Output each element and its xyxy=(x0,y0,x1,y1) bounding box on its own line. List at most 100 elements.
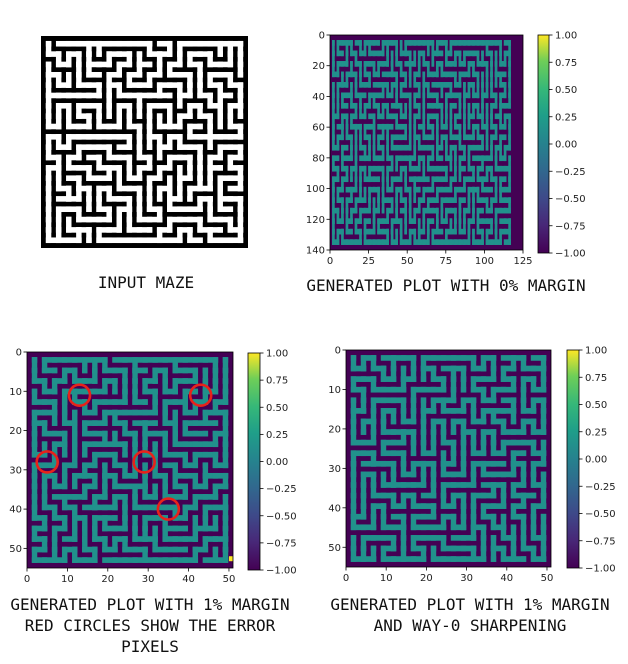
corridor-cell xyxy=(422,186,426,204)
corridor-cell xyxy=(45,175,52,192)
corridor-cell xyxy=(499,218,507,224)
corridor-cell xyxy=(381,155,385,162)
corridor-cell xyxy=(72,420,78,437)
corridor-cell xyxy=(408,165,417,172)
input-maze-image xyxy=(41,36,248,248)
corridor-cell xyxy=(132,472,138,479)
corridor-cell xyxy=(336,81,340,99)
corridor-cell xyxy=(499,71,502,88)
corridor-cell xyxy=(222,525,229,542)
corridor-cell xyxy=(431,165,439,172)
corridor-cell xyxy=(162,494,178,500)
corridor-cell xyxy=(76,206,82,223)
corridor-cell xyxy=(540,545,547,562)
corridor-cell xyxy=(395,92,398,109)
corridor-cell xyxy=(454,40,462,46)
corridor-cell xyxy=(445,92,453,99)
corridor-cell xyxy=(417,61,421,78)
corridor-cell xyxy=(359,50,367,57)
corridor-cell xyxy=(440,81,444,99)
corridor-cell xyxy=(490,186,493,193)
corridor-cell xyxy=(132,536,148,542)
corridor-cell xyxy=(142,546,148,563)
corridor-cell xyxy=(136,227,153,233)
corridor-cell xyxy=(463,207,466,224)
plot-sharpened-heatmap-corridors xyxy=(350,355,547,562)
corridor-cell xyxy=(370,397,387,404)
corridor-cell xyxy=(445,50,448,67)
corridor-cell xyxy=(426,71,435,78)
corridor-cell xyxy=(490,439,497,457)
corridor-cell xyxy=(370,397,377,414)
corridor-cell xyxy=(480,376,497,382)
corridor-cell xyxy=(126,71,143,78)
corridor-cell xyxy=(400,429,417,435)
corridor-cell xyxy=(460,545,477,552)
corridor-cell xyxy=(481,113,484,130)
corridor-cell xyxy=(422,207,430,214)
corridor-cell xyxy=(66,103,72,119)
corridor-cell xyxy=(490,408,507,414)
corridor-cell xyxy=(480,492,497,499)
corridor-cell xyxy=(212,399,219,416)
corridor-cell xyxy=(182,557,199,563)
corridor-cell xyxy=(540,386,547,393)
input-maze-image-background xyxy=(41,36,248,248)
corridor-cell xyxy=(508,102,511,109)
corridor-cell xyxy=(430,386,447,393)
corridor-cell xyxy=(500,418,507,435)
corridor-cell xyxy=(540,355,547,372)
corridor-cell xyxy=(368,92,371,109)
corridor-cell xyxy=(420,524,437,531)
corridor-cell xyxy=(136,165,153,171)
corridor-cell xyxy=(395,165,398,172)
corridor-cell xyxy=(413,81,421,88)
corridor-cell xyxy=(510,376,517,393)
corridor-cell xyxy=(395,123,403,130)
corridor-cell xyxy=(116,175,122,192)
corridor-cell xyxy=(82,462,98,469)
corridor-cell xyxy=(332,134,335,151)
corridor-cell xyxy=(217,40,234,47)
corridor-cell xyxy=(51,462,58,469)
corridor-cell xyxy=(494,155,498,172)
corridor-cell xyxy=(152,462,158,479)
corridor-cell xyxy=(499,123,507,130)
corridor-cell xyxy=(449,81,453,99)
corridor-cell xyxy=(61,494,68,511)
corridor-cell xyxy=(55,71,62,88)
corridor-cell xyxy=(413,134,417,151)
corridor-cell xyxy=(372,176,380,183)
corridor-cell xyxy=(345,218,353,224)
corridor-cell xyxy=(45,134,52,150)
corridor-cell xyxy=(167,196,183,202)
corridor-cell xyxy=(172,357,178,374)
corridor-cell xyxy=(86,113,92,130)
corridor-cell xyxy=(372,239,380,245)
corridor-cell xyxy=(350,113,358,120)
corridor-cell xyxy=(92,525,98,542)
corridor-cell xyxy=(480,503,487,520)
corridor-cell xyxy=(472,134,475,141)
corridor-cell xyxy=(217,154,223,161)
corridor-cell xyxy=(237,196,244,213)
corridor-cell xyxy=(390,40,398,46)
corridor-cell xyxy=(450,535,467,541)
corridor-cell xyxy=(182,462,199,469)
corridor-cell xyxy=(450,418,467,425)
corridor-cell xyxy=(499,144,502,162)
corridor-cell xyxy=(440,365,457,372)
corridor-cell xyxy=(156,216,163,223)
corridor-cell xyxy=(341,165,349,172)
corridor-cell xyxy=(76,154,82,161)
corridor-cell xyxy=(370,376,377,393)
corridor-cell xyxy=(187,61,203,68)
corridor-cell xyxy=(350,545,357,562)
corridor-cell xyxy=(354,207,358,214)
corridor-cell xyxy=(510,503,527,509)
corridor-cell xyxy=(408,113,412,130)
corridor-cell xyxy=(380,460,397,467)
corridor-cell xyxy=(431,239,439,245)
corridor-cell xyxy=(112,409,128,416)
corridor-cell xyxy=(202,388,209,405)
